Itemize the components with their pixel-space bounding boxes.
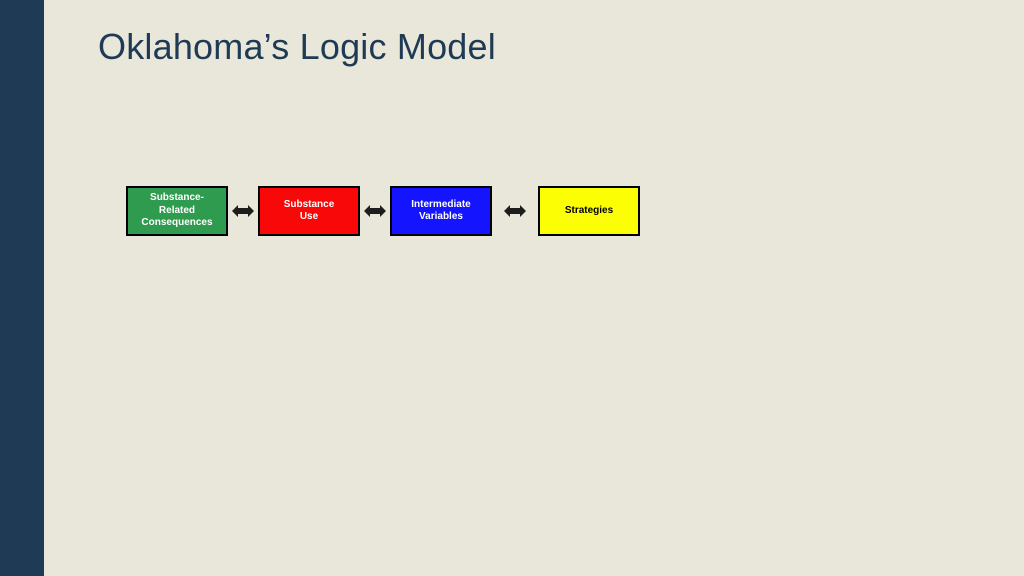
node-n1: Substance-RelatedConsequences [126,186,228,236]
double-arrow-icon [492,205,538,217]
node-n2: SubstanceUse [258,186,360,236]
logic-model-diagram: Substance-RelatedConsequences SubstanceUs… [126,186,640,236]
slide-sidebar [0,0,44,576]
node-n3: IntermediateVariables [390,186,492,236]
slide-title: Oklahoma’s Logic Model [98,26,496,68]
node-n4: Strategies [538,186,640,236]
double-arrow-icon [360,205,390,217]
double-arrow-icon [228,205,258,217]
slide: Oklahoma’s Logic Model Substance-Related… [0,0,1024,576]
